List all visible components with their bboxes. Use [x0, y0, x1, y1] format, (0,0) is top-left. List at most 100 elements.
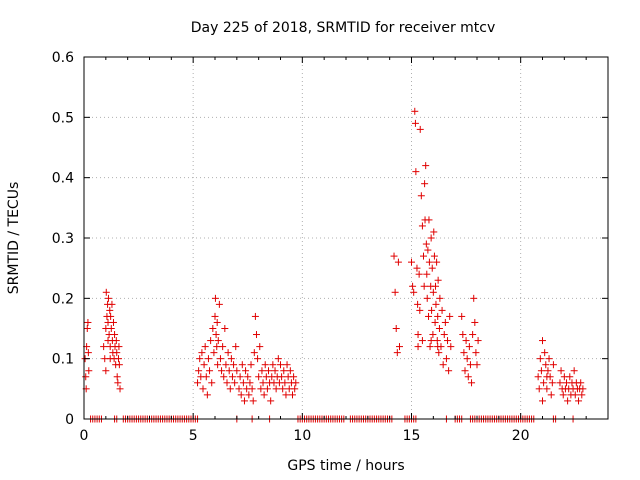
data-point: [425, 312, 433, 320]
axis-ticks: 0 5 10 15 20 0 0.1 0.2 0.3 0.4 0.5 0.6: [52, 50, 608, 444]
data-point: [231, 379, 239, 387]
data-point: [414, 343, 422, 351]
data-point: [264, 367, 272, 375]
data-point: [420, 282, 428, 290]
data-point: [416, 306, 424, 314]
data-point: [463, 355, 471, 363]
data-point: [286, 367, 294, 375]
data-point: [108, 300, 116, 308]
data-point: [411, 119, 419, 127]
data-point: [200, 361, 208, 369]
data-point: [542, 361, 550, 369]
x-tick-label: 10: [293, 428, 311, 444]
data-point: [233, 367, 241, 375]
data-point: [430, 228, 438, 236]
data-point: [424, 246, 432, 254]
x-tick-label: 5: [189, 428, 198, 444]
data-point: [439, 361, 447, 369]
y-tick-label: 0.3: [52, 231, 74, 247]
data-point: [408, 258, 415, 266]
data-point: [432, 300, 440, 308]
data-point: [556, 379, 564, 387]
data-point: [242, 367, 250, 375]
data-point: [427, 337, 435, 345]
data-point: [245, 391, 253, 399]
data-point: [219, 343, 227, 351]
data-point: [423, 294, 431, 302]
data-point: [462, 337, 470, 345]
data-point: [436, 294, 444, 302]
y-tick-label: 0.1: [52, 352, 74, 368]
data-point: [222, 361, 230, 369]
data-point: [559, 391, 567, 399]
data-point: [272, 385, 280, 393]
data-point: [116, 385, 124, 393]
data-point: [459, 331, 467, 339]
data-point: [211, 312, 219, 320]
data-point: [232, 343, 240, 351]
data-point: [579, 385, 587, 393]
data-point: [414, 300, 422, 308]
x-axis-title: GPS time / hours: [287, 458, 404, 474]
data-point: [446, 312, 454, 320]
data-point: [114, 355, 122, 363]
data-point: [283, 361, 291, 369]
data-point: [204, 355, 212, 363]
data-point: [392, 325, 400, 332]
data-point: [102, 367, 110, 375]
data-point: [252, 331, 260, 339]
data-point: [202, 373, 210, 381]
data-point: [238, 361, 246, 369]
data-point: [289, 391, 297, 399]
data-point: [428, 306, 436, 314]
data-point: [208, 379, 216, 387]
data-point: [107, 312, 115, 320]
data-point: [539, 397, 546, 405]
data-point: [84, 318, 92, 326]
data-point: [468, 379, 476, 387]
data-point: [547, 391, 555, 399]
data-point: [431, 318, 439, 326]
data-point: [441, 318, 449, 326]
data-point: [224, 349, 232, 357]
data-point: [240, 397, 248, 405]
data-point: [194, 379, 202, 387]
data-point: [539, 337, 546, 345]
data-point: [106, 306, 114, 314]
data-point: [263, 385, 271, 393]
data-point: [575, 397, 583, 405]
data-point: [113, 349, 121, 357]
data-point: [213, 318, 221, 326]
data-point: [433, 258, 441, 266]
data-point: [218, 367, 226, 375]
data-point: [432, 282, 440, 290]
data-point: [566, 373, 574, 381]
data-point: [415, 270, 423, 278]
data-point: [464, 373, 472, 381]
data-point: [414, 331, 422, 339]
data-point: [244, 373, 252, 381]
data-point: [214, 361, 222, 369]
data-point: [258, 367, 266, 375]
data-point: [416, 125, 424, 133]
x-tick-label: 0: [80, 428, 89, 444]
data-point: [239, 379, 247, 387]
data-point: [473, 361, 481, 369]
data-point: [420, 252, 428, 260]
data-point: [440, 331, 448, 339]
data-point: [390, 252, 398, 260]
y-tick-label: 0.4: [52, 171, 74, 187]
data-point: [216, 355, 224, 363]
data-point: [257, 385, 265, 393]
data-point: [426, 343, 434, 351]
data-point: [434, 343, 442, 351]
data-point: [104, 337, 112, 345]
data-point: [423, 270, 431, 278]
data-point: [444, 337, 452, 345]
data-point: [442, 355, 450, 363]
data-point: [111, 331, 119, 339]
data-point: [460, 349, 468, 357]
data-point: [209, 325, 217, 332]
data-point: [230, 361, 238, 369]
data-point: [280, 367, 288, 375]
